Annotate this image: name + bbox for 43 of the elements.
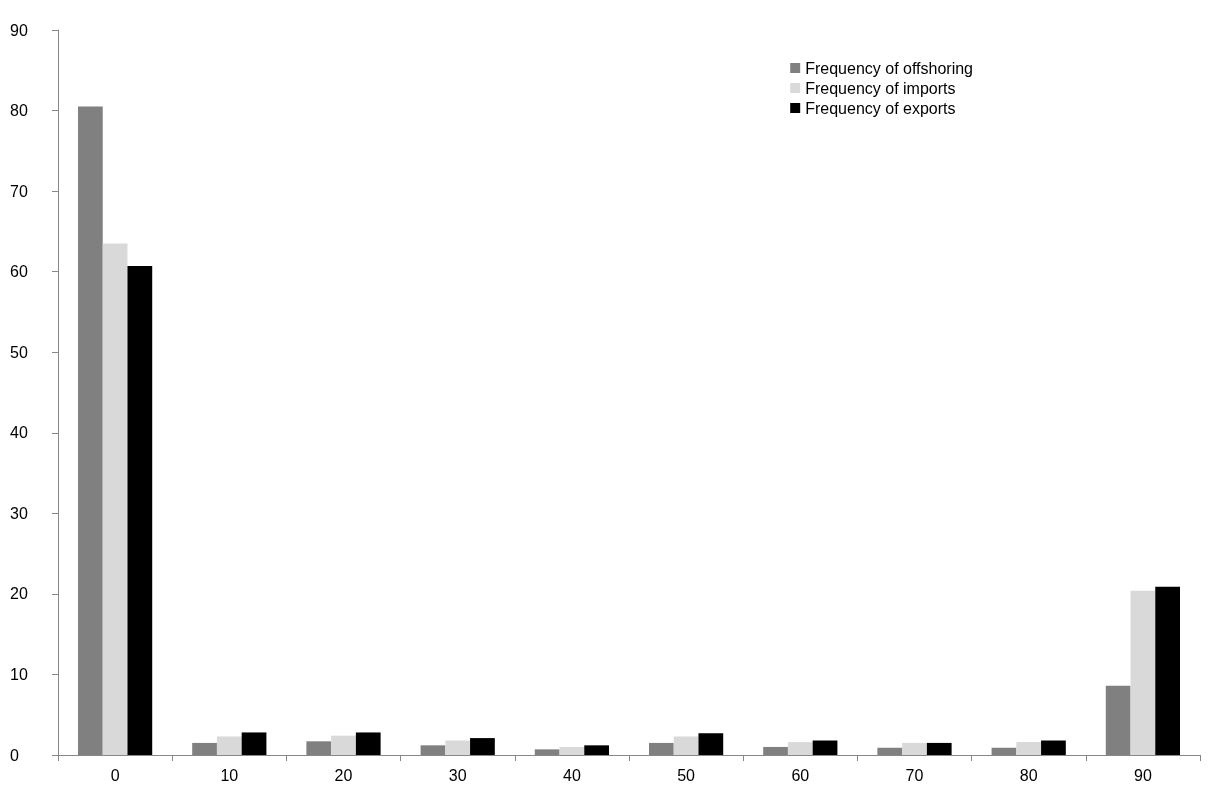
legend-label: Frequency of exports (805, 99, 956, 117)
legend-label: Frequency of offshoring (805, 59, 974, 77)
bar (673, 736, 699, 755)
bar (1130, 590, 1156, 755)
y-tick-label: 20 (10, 585, 28, 603)
y-tick-label: 70 (10, 182, 28, 200)
y-tick-label: 90 (10, 21, 28, 39)
x-tick-label: 40 (563, 766, 581, 784)
bar (787, 742, 813, 755)
x-tick-label: 10 (220, 766, 239, 784)
bar (355, 732, 381, 755)
x-tick-label: 70 (905, 766, 924, 784)
x-tick-label: 90 (1134, 766, 1152, 784)
x-tick-label: 50 (677, 766, 696, 784)
bar (1155, 586, 1181, 755)
bar (812, 740, 838, 755)
x-tick-label: 0 (110, 766, 120, 784)
bar (902, 742, 927, 755)
bar (127, 266, 153, 755)
bar (926, 742, 952, 755)
bar (584, 745, 610, 755)
x-tick-label: 20 (334, 766, 353, 784)
y-tick-label: 40 (10, 424, 28, 442)
bar (102, 243, 128, 755)
bar (241, 732, 267, 755)
y-tick-label: 30 (10, 504, 28, 522)
x-tick-label: 80 (1019, 766, 1038, 784)
legend-label: Frequency of imports (805, 79, 956, 97)
bar (331, 735, 356, 755)
y-tick-label: 10 (10, 665, 28, 683)
y-tick-label: 50 (10, 343, 28, 361)
x-tick-label: 60 (791, 766, 810, 784)
bar (445, 740, 471, 755)
x-tick-label: 30 (448, 766, 467, 784)
bar (1016, 742, 1042, 755)
y-tick-label: 60 (10, 263, 28, 281)
bar (559, 746, 585, 755)
y-tick-label: 0 (10, 746, 19, 764)
y-tick-label: 80 (10, 102, 28, 120)
bar (1041, 740, 1066, 755)
bar (698, 733, 724, 755)
bar (216, 736, 242, 755)
bar (470, 738, 495, 755)
